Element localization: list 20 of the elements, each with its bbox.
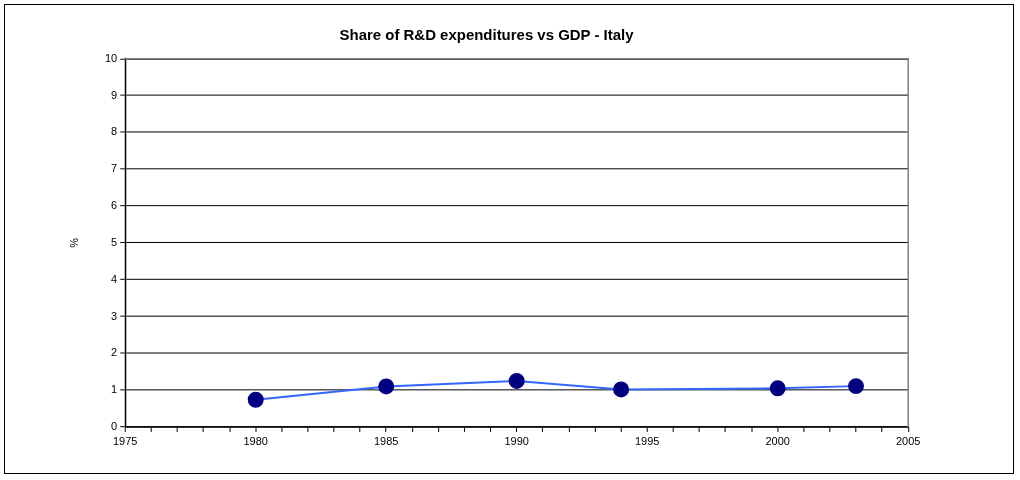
y-tick-label: 10 [105, 51, 118, 64]
y-tick-label: 5 [111, 235, 118, 248]
y-tick-label: 4 [111, 272, 118, 285]
x-tick-label: 1990 [504, 434, 529, 447]
chart-title: Share of R&D expenditures vs GDP - Italy [339, 26, 635, 43]
y-tick-label: 3 [111, 309, 118, 322]
y-tick-label: 1 [111, 383, 118, 396]
x-tick-label: 1980 [243, 434, 268, 447]
y-axis-title: % [68, 237, 81, 248]
x-tick-label: 1985 [374, 434, 399, 447]
x-tick-label: 1995 [635, 434, 660, 447]
y-tick-label: 8 [111, 125, 118, 138]
y-tick-label: 7 [111, 162, 118, 175]
x-tick-label: 2005 [896, 434, 921, 447]
x-tick-label: 1975 [113, 434, 138, 447]
y-tick-label: 6 [111, 199, 118, 212]
x-tick-label: 2000 [765, 434, 790, 447]
y-tick-label: 9 [111, 88, 118, 101]
y-tick-label: 0 [111, 420, 118, 433]
y-tick-label: 2 [111, 346, 118, 359]
